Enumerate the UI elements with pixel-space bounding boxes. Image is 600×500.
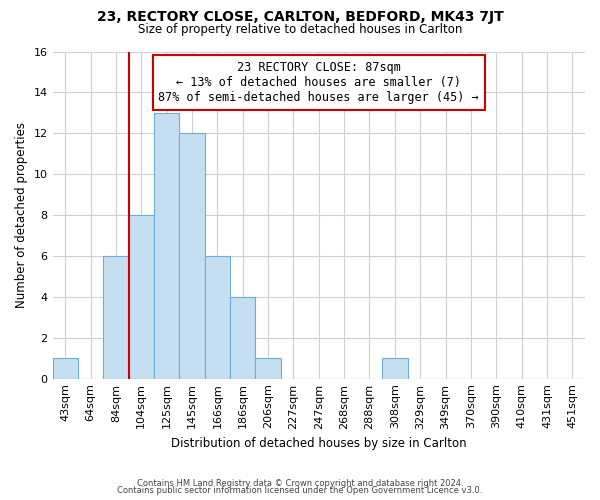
Text: Contains public sector information licensed under the Open Government Licence v3: Contains public sector information licen… bbox=[118, 486, 482, 495]
Bar bbox=[382, 358, 407, 378]
Bar bbox=[103, 256, 128, 378]
Bar bbox=[154, 113, 179, 378]
Text: 23, RECTORY CLOSE, CARLTON, BEDFORD, MK43 7JT: 23, RECTORY CLOSE, CARLTON, BEDFORD, MK4… bbox=[97, 10, 503, 24]
Bar bbox=[256, 358, 281, 378]
Bar bbox=[53, 358, 78, 378]
Text: Contains HM Land Registry data © Crown copyright and database right 2024.: Contains HM Land Registry data © Crown c… bbox=[137, 478, 463, 488]
Y-axis label: Number of detached properties: Number of detached properties bbox=[15, 122, 28, 308]
Bar bbox=[128, 215, 154, 378]
Bar bbox=[179, 134, 205, 378]
Bar bbox=[230, 297, 256, 378]
Text: 23 RECTORY CLOSE: 87sqm
← 13% of detached houses are smaller (7)
87% of semi-det: 23 RECTORY CLOSE: 87sqm ← 13% of detache… bbox=[158, 62, 479, 104]
Bar bbox=[205, 256, 230, 378]
Text: Size of property relative to detached houses in Carlton: Size of property relative to detached ho… bbox=[138, 22, 462, 36]
X-axis label: Distribution of detached houses by size in Carlton: Distribution of detached houses by size … bbox=[171, 437, 467, 450]
